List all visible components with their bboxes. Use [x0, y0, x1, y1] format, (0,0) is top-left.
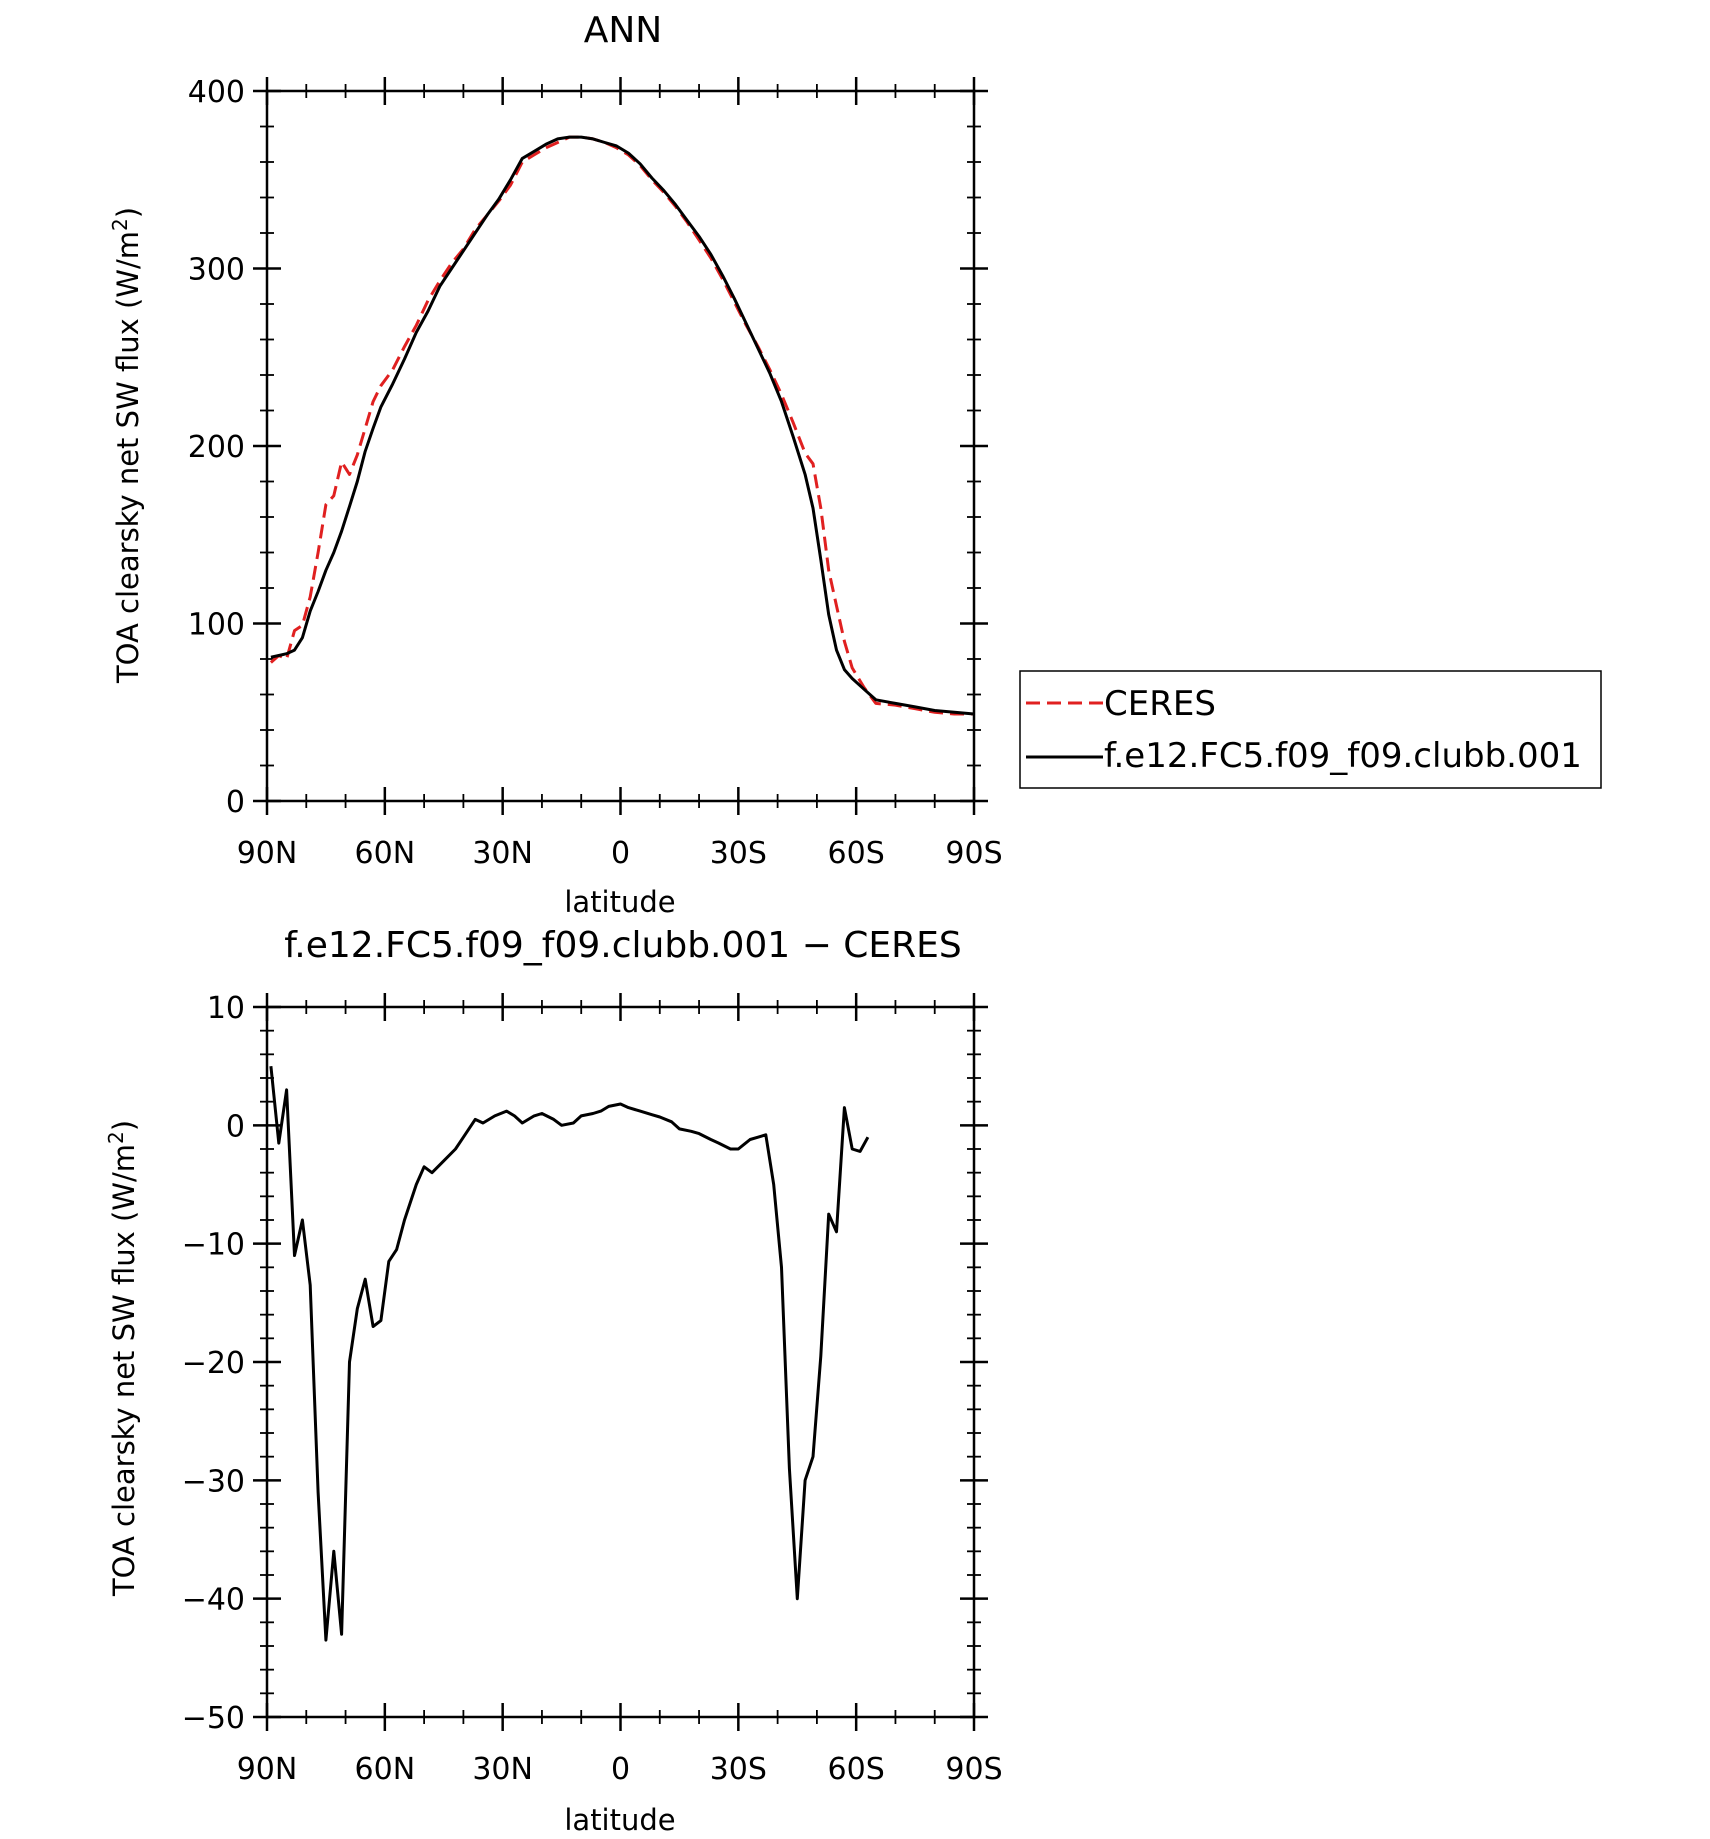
legend-label-ceres: CERES [1104, 684, 1216, 724]
top-y-tick-label: 100 [188, 608, 245, 643]
bottom-x-tick-label: 90N [237, 1752, 298, 1787]
bottom-x-axis-label: latitude [564, 1803, 675, 1837]
bottom-y-tick-label: 0 [226, 1109, 245, 1144]
top-y-axis-label-superscript: 2 [108, 218, 132, 231]
bottom-series-layer [269, 1066, 870, 1642]
bottom-chart: f.e12.FC5.f09_f09.clubb.001 − CERES −50−… [104, 925, 1003, 1837]
bottom-y-axis-label-end: ) [107, 1120, 141, 1131]
top-y-tick-label: 0 [226, 785, 245, 820]
top-y-axis-label-main: TOA clearsky net SW flux (W/m [111, 231, 145, 684]
bottom-y-tick-label: −40 [182, 1583, 245, 1618]
top-chart: ANN 0 100 200 300 400 90N 60N 30N 0 30S 60S 90S la… [108, 10, 1003, 919]
top-y-axis-label-end: ) [111, 207, 145, 218]
top-y-tick-label: 300 [188, 253, 245, 288]
top-x-tick-label: 30S [710, 836, 767, 871]
top-y-tick-label: 200 [188, 430, 245, 465]
top-series-line-model [270, 135, 975, 716]
top-x-tick-labels: 90N 60N 30N 0 30S 60S 90S [237, 836, 1003, 871]
bottom-y-axis-label: TOA clearsky net SW flux (W/m2) [104, 1120, 141, 1597]
bottom-y-axis-label-superscript: 2 [104, 1131, 128, 1144]
top-x-tick-label: 60N [355, 836, 416, 871]
bottom-y-tick-labels: −50 −40 −30 −20 −10 0 10 [182, 991, 245, 1736]
top-y-tick-label: 400 [188, 75, 245, 110]
bottom-plot-frame [265, 1005, 976, 1719]
top-x-tick-label: 60S [828, 836, 885, 871]
top-y-axis-label: TOA clearsky net SW flux (W/m2) [108, 207, 145, 684]
bottom-y-tick-label: 10 [207, 991, 245, 1026]
top-y-tick-labels: 0 100 200 300 400 [188, 75, 245, 820]
bottom-x-tick-label: 60N [355, 1752, 416, 1787]
bottom-x-tick-label: 60S [828, 1752, 885, 1787]
bottom-y-tick-label: −10 [182, 1228, 245, 1263]
top-x-tick-label: 90N [237, 836, 298, 871]
legend-label-model: f.e12.FC5.f09_f09.clubb.001 [1104, 736, 1582, 776]
bottom-chart-title: f.e12.FC5.f09_f09.clubb.001 − CERES [284, 925, 962, 966]
bottom-x-tick-label: 90S [945, 1752, 1002, 1787]
bottom-x-tick-label: 30N [472, 1752, 533, 1787]
legend: CERES f.e12.FC5.f09_f09.clubb.001 [1019, 670, 1602, 789]
bottom-x-tick-label: 0 [611, 1752, 630, 1787]
bottom-y-axis-label-main: TOA clearsky net SW flux (W/m [107, 1144, 141, 1597]
bottom-x-tick-labels: 90N 60N 30N 0 30S 60S 90S [237, 1752, 1003, 1787]
top-x-axis-label: latitude [564, 885, 675, 919]
top-chart-title: ANN [584, 10, 663, 51]
top-series-line-ceres [269, 135, 974, 716]
bottom-series-line-model [269, 1066, 870, 1642]
legend-box [1019, 670, 1602, 789]
bottom-y-tick-label: −20 [182, 1346, 245, 1381]
top-series-layer [269, 135, 975, 716]
bottom-y-tick-label: −50 [182, 1701, 245, 1736]
top-x-tick-label: 0 [611, 836, 630, 871]
top-plot-frame [265, 89, 976, 803]
top-x-tick-label: 90S [945, 836, 1002, 871]
top-x-tick-label: 30N [472, 836, 533, 871]
bottom-x-tick-label: 30S [710, 1752, 767, 1787]
bottom-y-tick-label: −30 [182, 1464, 245, 1499]
